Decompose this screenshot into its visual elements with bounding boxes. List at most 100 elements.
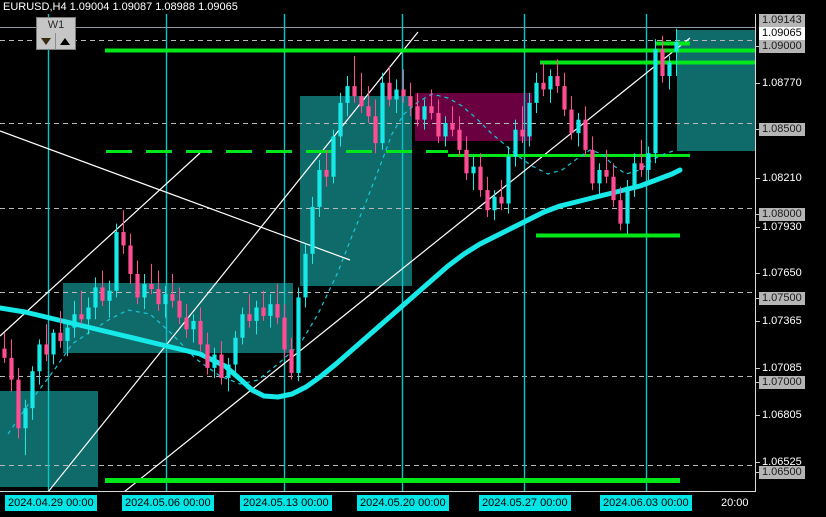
candle-body — [520, 129, 525, 137]
candle-body — [660, 49, 665, 77]
candle-body — [37, 344, 42, 372]
candle-body — [240, 314, 245, 338]
candle-body — [317, 169, 322, 207]
candle-body — [282, 317, 287, 350]
candle-body — [590, 149, 595, 184]
candle-body — [79, 314, 84, 320]
candle-body — [359, 96, 364, 107]
candle-body — [611, 176, 616, 201]
candle-body — [65, 327, 70, 342]
candle-body — [128, 245, 133, 274]
candle-body — [30, 371, 35, 409]
price-label: 1.07085 — [762, 362, 802, 374]
candle-body — [16, 379, 21, 429]
candle-body — [93, 287, 98, 308]
price-tick — [756, 46, 760, 47]
time-scale[interactable]: 2024.04.29 00:00 2024.05.06 00:00 2024.05.… — [0, 492, 826, 517]
candle-body — [625, 186, 630, 224]
candle-body — [639, 163, 644, 170]
time-label: 2024.04.29 00:00 — [5, 495, 97, 511]
time-label: 2024.05.20 00:00 — [357, 495, 449, 511]
candle-body — [415, 106, 420, 120]
period-label[interactable]: W1 — [37, 18, 75, 33]
candle-body — [58, 332, 63, 342]
candle-body — [268, 304, 273, 316]
price-label: 1.07650 — [762, 267, 802, 279]
candlestick-series — [2, 28, 679, 456]
candle-body — [366, 106, 371, 117]
candle-body — [114, 232, 119, 291]
candle-body — [338, 102, 343, 137]
candle-body — [261, 307, 266, 316]
price-scale[interactable]: 1.09143 1.09065 1.09000 1.08770 1.08500 1.082… — [756, 0, 826, 492]
demand-zone-right — [677, 30, 756, 151]
header-divider — [0, 27, 756, 28]
price-tick — [756, 321, 760, 322]
chart-canvas — [0, 14, 756, 492]
candle-body — [527, 102, 532, 137]
candle-body — [569, 109, 574, 134]
candle-body — [422, 106, 427, 120]
price-label: 1.06805 — [762, 409, 802, 421]
chart-plot-area[interactable] — [0, 14, 756, 492]
candle-body — [156, 289, 161, 305]
candle-body — [23, 408, 28, 429]
zone-rectangles — [0, 30, 756, 487]
candle-body — [485, 190, 490, 211]
candle-body — [170, 294, 175, 301]
candle-body — [450, 123, 455, 130]
candle-body — [555, 76, 560, 87]
candle-body — [429, 106, 434, 113]
candle-body — [296, 297, 301, 373]
candle-body — [583, 119, 588, 150]
period-switcher[interactable]: W1 — [36, 17, 76, 50]
candle-body — [142, 284, 147, 298]
candle-body — [408, 96, 413, 107]
chart-header: EURUSD,H4 1.09004 1.09087 1.08988 1.0906… — [0, 0, 826, 14]
candle-body — [205, 344, 210, 368]
candle-body — [163, 294, 168, 305]
price-label: 1.08500 — [759, 123, 805, 136]
time-label: 2024.05.27 00:00 — [479, 495, 571, 511]
price-label: 1.08770 — [762, 77, 802, 89]
candle-body — [436, 112, 441, 137]
time-label: 2024.05.13 00:00 — [240, 495, 332, 511]
support-resistance-levels[interactable] — [105, 41, 756, 483]
candle-body — [478, 166, 483, 191]
price-label: 1.09000 — [759, 40, 805, 53]
price-tick — [756, 462, 760, 463]
plot-right-border — [755, 14, 756, 492]
time-label: 2024.05.06 00:00 — [122, 495, 214, 511]
candle-body — [387, 82, 392, 100]
candle-body — [632, 163, 637, 187]
price-tick — [756, 415, 760, 416]
period-next-button[interactable] — [56, 33, 74, 49]
candle-body — [107, 290, 112, 301]
plot-bottom-border — [0, 491, 756, 492]
candle-body — [289, 349, 294, 373]
candle-body — [618, 200, 623, 224]
candle-body — [646, 153, 651, 170]
candle-body — [233, 337, 238, 365]
candle-body — [562, 86, 567, 110]
ascending-trendline-1 — [0, 152, 201, 337]
price-label: 1.06500 — [759, 466, 805, 479]
candle-body — [352, 86, 357, 97]
price-label: 1.07500 — [759, 292, 805, 305]
trendlines[interactable] — [0, 31, 691, 492]
candle-body — [72, 314, 77, 328]
candle-body — [667, 62, 672, 77]
candle-body — [534, 82, 539, 103]
candle-body — [548, 76, 553, 90]
candle-body — [219, 354, 224, 378]
time-label: 2024.06.03 00:00 — [600, 495, 692, 511]
candle-body — [394, 89, 399, 100]
moving-average-line — [0, 167, 683, 400]
candle-body — [604, 169, 609, 177]
supply-zone — [415, 93, 532, 141]
candle-body — [513, 129, 518, 157]
dotted-indicator-line — [7, 93, 677, 435]
period-prev-button[interactable] — [37, 33, 56, 49]
price-tick — [756, 472, 760, 473]
